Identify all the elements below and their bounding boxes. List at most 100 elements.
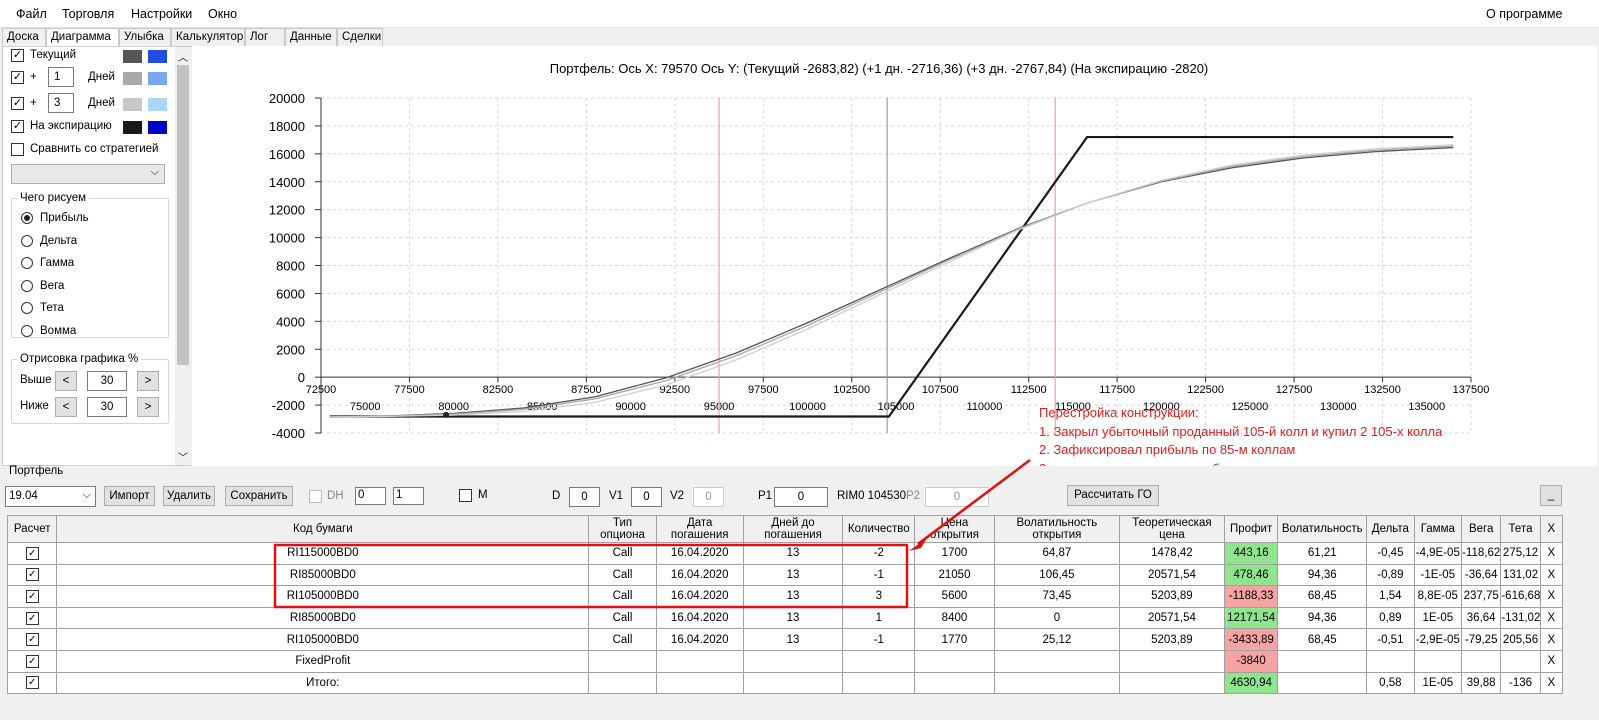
below-increase-button[interactable]: > — [137, 397, 159, 417]
current-color-1[interactable] — [123, 50, 142, 63]
column-header[interactable]: Код бумаги — [56, 515, 590, 543]
above-decrease-button[interactable]: < — [55, 371, 77, 391]
scroll-up-icon[interactable]: ︿ — [178, 53, 188, 64]
menu-settings[interactable]: Настройки — [131, 7, 193, 21]
dh-input-2[interactable]: 1 — [393, 487, 424, 505]
tab-smile[interactable]: Улыбка — [119, 28, 171, 47]
day3-input[interactable]: 3 — [48, 93, 74, 113]
tab-log[interactable]: Лог — [245, 28, 285, 47]
column-header[interactable]: Дней до погашения — [742, 515, 844, 543]
delete-row-button[interactable]: X — [1539, 606, 1564, 630]
expiry-checkbox[interactable]: ✓ — [11, 120, 24, 133]
delete-row-button[interactable]: X — [1539, 628, 1564, 651]
dh-input-1[interactable]: 0 — [355, 487, 386, 505]
v2-input[interactable]: 0 — [693, 487, 724, 507]
menu-file[interactable]: Файл — [16, 7, 47, 21]
column-header[interactable]: Теоретическая цена — [1118, 515, 1225, 543]
above-increase-button[interactable]: > — [137, 371, 159, 391]
radio-profit[interactable] — [21, 212, 33, 224]
radio-delta[interactable] — [21, 235, 33, 247]
menu-about[interactable]: О программе — [1486, 7, 1563, 21]
column-header[interactable]: Профит — [1223, 515, 1279, 543]
day3-color-2[interactable] — [148, 98, 167, 111]
compare-checkbox[interactable] — [11, 143, 24, 156]
day3-checkbox[interactable]: ✓ — [11, 97, 24, 110]
delete-row-button[interactable]: X — [1539, 563, 1564, 587]
day1-color-2[interactable] — [148, 72, 167, 85]
portfolio-select[interactable]: 19.04 ⌵ — [5, 486, 96, 507]
column-header[interactable]: Расчет — [6, 515, 58, 543]
row-checkbox-cell[interactable]: ✓ — [6, 671, 58, 695]
menu-trade[interactable]: Торговля — [62, 7, 115, 21]
table-row[interactable]: ✓ RI85000BD0 Call 16.04.2020 13 1 8400 0 20571,5… — [6, 606, 1564, 630]
above-input[interactable]: 30 — [87, 371, 127, 391]
delete-row-button[interactable]: X — [1539, 649, 1564, 673]
row-checkbox-cell[interactable]: ✓ — [6, 542, 58, 565]
column-header[interactable]: Волатильность открытия — [993, 515, 1120, 543]
tab-calculator[interactable]: Калькулятор — [171, 28, 245, 47]
current-checkbox[interactable]: ✓ — [11, 49, 24, 62]
delete-button[interactable]: Удалить — [163, 486, 215, 506]
column-header[interactable]: Гамма — [1413, 515, 1463, 543]
current-color-2[interactable] — [148, 50, 167, 63]
tab-diagram[interactable]: Диаграмма — [46, 28, 119, 48]
column-header[interactable]: X — [1539, 515, 1564, 543]
column-header[interactable]: Волатильность — [1277, 515, 1368, 543]
minimize-button[interactable]: _ — [1540, 485, 1562, 506]
calculate-go-button[interactable]: Рассчитать ГО — [1067, 485, 1159, 506]
row-checkbox-cell[interactable]: ✓ — [6, 628, 58, 651]
p1-input[interactable]: 0 — [774, 487, 828, 507]
day1-color-1[interactable] — [123, 72, 142, 85]
left-panel-scrollbar[interactable]: ︿ ﹀ — [175, 47, 191, 465]
delete-row-button[interactable]: X — [1539, 671, 1564, 695]
column-header[interactable]: Цена открытия — [914, 515, 995, 543]
radio-vega[interactable] — [21, 280, 33, 292]
v1-input[interactable]: 0 — [631, 487, 662, 507]
tab-board[interactable]: Доска — [2, 28, 46, 47]
column-header[interactable]: Вега — [1460, 515, 1502, 543]
table-row[interactable]: ✓ RI105000BD0 Call 16.04.2020 13 -1 1770 25,12 5… — [6, 628, 1564, 651]
column-header[interactable]: Дата погашения — [655, 515, 744, 543]
row-checkbox[interactable]: ✓ — [25, 654, 39, 668]
scrollbar-thumb[interactable] — [177, 65, 189, 365]
day3-color-1[interactable] — [123, 98, 142, 111]
row-checkbox-cell[interactable]: ✓ — [6, 563, 58, 587]
menu-window[interactable]: Окно — [208, 7, 238, 21]
table-row[interactable]: ✓ RI85000BD0 Call 16.04.2020 13 -1 21050 106,45… — [6, 563, 1564, 587]
p2-input[interactable]: 0 — [925, 487, 989, 507]
row-checkbox[interactable]: ✓ — [25, 546, 39, 560]
table-row[interactable]: ✓ RI115000BD0 Call 16.04.2020 13 -2 1700 64,87 1… — [6, 542, 1564, 565]
d-input[interactable]: 0 — [569, 487, 600, 507]
table-row[interactable]: ✓ FixedProfit -3840 X — [6, 649, 1564, 673]
delete-row-button[interactable]: X — [1539, 585, 1564, 608]
radio-vomma[interactable] — [21, 325, 33, 337]
row-checkbox-cell[interactable]: ✓ — [6, 606, 58, 630]
m-checkbox[interactable] — [459, 489, 472, 502]
row-checkbox-cell[interactable]: ✓ — [6, 649, 58, 673]
dh-checkbox[interactable] — [309, 490, 322, 503]
row-checkbox[interactable]: ✓ — [25, 611, 39, 625]
expiry-color-2[interactable] — [148, 121, 167, 134]
tab-deals[interactable]: Сделки — [337, 28, 383, 47]
tab-data[interactable]: Данные — [285, 28, 337, 47]
column-header[interactable]: Тип опциона — [588, 515, 657, 543]
column-header[interactable]: Тета — [1500, 515, 1541, 543]
row-checkbox[interactable]: ✓ — [25, 589, 39, 603]
day1-checkbox[interactable]: ✓ — [11, 71, 24, 84]
save-button[interactable]: Сохранить — [225, 486, 293, 506]
day1-input[interactable]: 1 — [48, 67, 74, 87]
scroll-down-icon[interactable]: ﹀ — [178, 453, 188, 464]
below-decrease-button[interactable]: < — [55, 397, 77, 417]
column-header[interactable]: Дельта — [1366, 515, 1415, 543]
import-button[interactable]: Импорт — [104, 486, 155, 506]
table-row[interactable]: ✓ Итого: 4630,94 0,58 1E-05 39,88 -136 X — [6, 671, 1564, 695]
row-checkbox[interactable]: ✓ — [25, 676, 39, 690]
row-checkbox-cell[interactable]: ✓ — [6, 585, 58, 608]
radio-gamma[interactable] — [21, 257, 33, 269]
radio-theta[interactable] — [21, 302, 33, 314]
table-row[interactable]: ✓ RI105000BD0 Call 16.04.2020 13 3 5600 73,45 52… — [6, 585, 1564, 608]
row-checkbox[interactable]: ✓ — [25, 633, 39, 647]
row-checkbox[interactable]: ✓ — [25, 568, 39, 582]
expiry-color-1[interactable] — [123, 121, 142, 134]
strategy-select[interactable]: ⌵ — [11, 164, 165, 184]
